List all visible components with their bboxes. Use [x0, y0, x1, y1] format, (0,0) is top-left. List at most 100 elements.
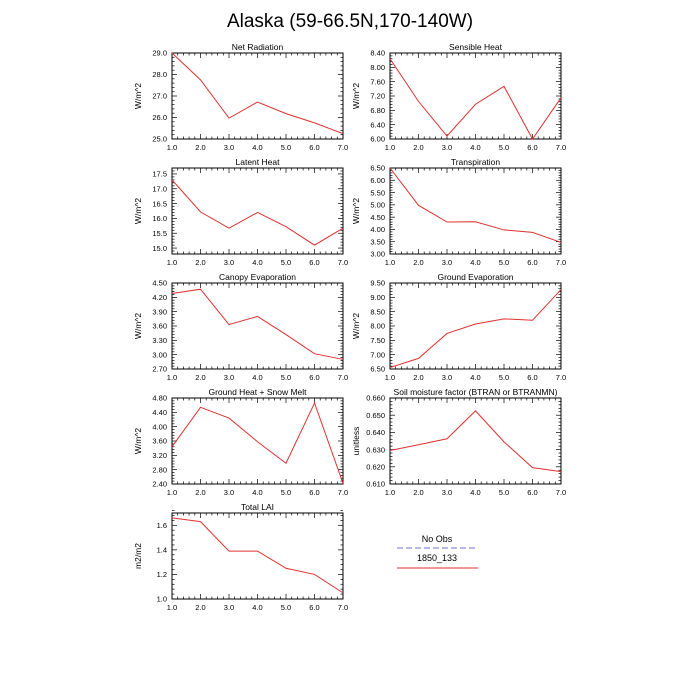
x-tick-label: 6.0	[309, 258, 319, 267]
x-tick-label: 7.0	[556, 373, 566, 382]
x-tick-label: 5.0	[281, 143, 291, 152]
y-tick-label: 0.650	[366, 411, 385, 420]
y-tick-label: 8.40	[370, 49, 385, 58]
y-tick-label: 4.00	[152, 422, 167, 431]
x-tick-label: 1.0	[167, 143, 177, 152]
y-tick-label: 7.60	[370, 77, 385, 86]
y-axis-label: W/m^2	[351, 313, 361, 339]
x-tick-label: 2.0	[195, 373, 205, 382]
series-line-1850-133	[171, 52, 344, 135]
y-tick-label: 3.30	[152, 336, 167, 345]
y-tick-label: 3.60	[152, 322, 167, 331]
series-line-1850-133	[389, 58, 562, 140]
y-tick-label: 16.5	[152, 199, 167, 208]
y-tick-label: 1.2	[157, 570, 167, 579]
series-line-1850-133	[171, 179, 344, 246]
y-tick-label: 5.50	[370, 188, 385, 197]
x-tick-label: 5.0	[281, 373, 291, 382]
y-tick-label: 0.610	[366, 480, 385, 489]
panel-ground-evaporation: Ground Evaporation W/m^2 1.0 2.0 3.0 4.0 5.0 6.…	[351, 272, 566, 382]
x-tick-label: 7.0	[338, 373, 348, 382]
y-tick-label: 6.80	[370, 106, 385, 115]
x-tick-label: 7.0	[556, 143, 566, 152]
y-tick-label: 27.0	[152, 92, 167, 101]
y-tick-label: 4.50	[370, 213, 385, 222]
figure-title: Alaska (59-66.5N,170-140W)	[227, 11, 473, 32]
x-tick-label: 1.0	[167, 258, 177, 267]
y-tick-label: 4.80	[152, 394, 167, 403]
y-tick-label: 6.00	[370, 176, 385, 185]
x-tick-label: 3.0	[442, 488, 452, 497]
x-tick-label: 1.0	[385, 258, 395, 267]
y-tick-label: 3.90	[152, 307, 167, 316]
x-tick-label: 4.0	[252, 258, 262, 267]
x-tick-label: 7.0	[338, 258, 348, 267]
x-tick-label: 4.0	[470, 373, 480, 382]
x-tick-label: 6.0	[527, 143, 537, 152]
x-tick-label: 7.0	[338, 488, 348, 497]
y-tick-label: 3.00	[370, 250, 385, 259]
series-line-1850-133	[171, 401, 344, 484]
panel-sensible-heat: Sensible Heat W/m^2 1.0 2.0 3.0 4.0 5.0 6.0 7.0 6…	[351, 42, 566, 152]
panel-title: Sensible Heat	[449, 42, 503, 52]
y-axis-label: m2/m2	[133, 543, 143, 569]
legend: No Obs 1850_133	[397, 534, 478, 569]
y-tick-label: 15.5	[152, 229, 167, 238]
y-tick-label: 3.60	[152, 437, 167, 446]
x-tick-label: 4.0	[470, 488, 480, 497]
y-tick-label: 6.00	[370, 135, 385, 144]
panel-transpiration: Transpiration W/m^2 1.0 2.0 3.0 4.0 5.0 6.0 7.0 3…	[351, 157, 566, 267]
x-tick-label: 1.0	[167, 373, 177, 382]
y-tick-label: 15.0	[152, 244, 167, 253]
y-tick-label: 1.0	[157, 595, 167, 604]
y-tick-label: 0.630	[366, 445, 385, 454]
series-line-1850-133	[171, 288, 344, 360]
series-line-1850-133	[389, 410, 562, 473]
x-tick-label: 2.0	[413, 488, 423, 497]
panel-title: Canopy Evaporation	[219, 272, 296, 282]
x-tick-label: 2.0	[195, 258, 205, 267]
x-tick-label: 5.0	[499, 488, 509, 497]
series-line-1850-133	[389, 167, 562, 243]
y-tick-label: 28.0	[152, 70, 167, 79]
y-axis-label: W/m^2	[133, 313, 143, 339]
x-tick-label: 1.0	[167, 603, 177, 612]
y-axis-label: W/m^2	[133, 198, 143, 224]
y-tick-label: 4.00	[370, 225, 385, 234]
y-tick-label: 4.40	[152, 408, 167, 417]
y-axis-label: unitless	[351, 427, 361, 456]
x-tick-label: 3.0	[224, 488, 234, 497]
x-tick-label: 7.0	[556, 488, 566, 497]
x-tick-label: 6.0	[527, 373, 537, 382]
y-axis-label: W/m^2	[351, 83, 361, 109]
x-tick-label: 4.0	[252, 603, 262, 612]
y-tick-label: 8.00	[370, 322, 385, 331]
y-tick-label: 17.0	[152, 184, 167, 193]
x-tick-label: 2.0	[413, 143, 423, 152]
panel-title: Net Radiation	[232, 42, 284, 52]
y-tick-label: 6.50	[370, 164, 385, 173]
series-line-1850-133	[171, 517, 344, 594]
y-tick-label: 8.50	[370, 307, 385, 316]
y-tick-label: 16.0	[152, 214, 167, 223]
x-tick-label: 7.0	[556, 258, 566, 267]
y-axis-label: W/m^2	[133, 83, 143, 109]
panel-latent-heat: Latent Heat W/m^2 1.0 2.0 3.0 4.0 5.0 6.0 7.0 15.…	[133, 157, 348, 267]
panel-soil-moisture-factor-btran-or-btranmn: Soil moisture factor (BTRAN or BTRANMN) u…	[351, 387, 566, 497]
panel-net-radiation: Net Radiation W/m^2 1.0 2.0 3.0 4.0 5.0 6.0 7.0 2…	[133, 42, 348, 152]
y-tick-label: 0.640	[366, 428, 385, 437]
x-tick-label: 1.0	[385, 143, 395, 152]
x-tick-label: 6.0	[309, 373, 319, 382]
x-tick-label: 3.0	[224, 603, 234, 612]
x-tick-label: 1.0	[167, 488, 177, 497]
panel-ground-heat-snow-melt: Ground Heat + Snow Melt W/m^2 1.0 2.0 3.0 4.0…	[133, 387, 348, 497]
x-tick-label: 7.0	[338, 143, 348, 152]
x-tick-label: 1.0	[385, 488, 395, 497]
x-tick-label: 2.0	[195, 143, 205, 152]
panel-canopy-evaporation: Canopy Evaporation W/m^2 1.0 2.0 3.0 4.0 5.0 6.…	[133, 272, 348, 382]
y-tick-label: 1.6	[157, 521, 167, 530]
x-tick-label: 3.0	[442, 373, 452, 382]
x-tick-label: 5.0	[281, 258, 291, 267]
